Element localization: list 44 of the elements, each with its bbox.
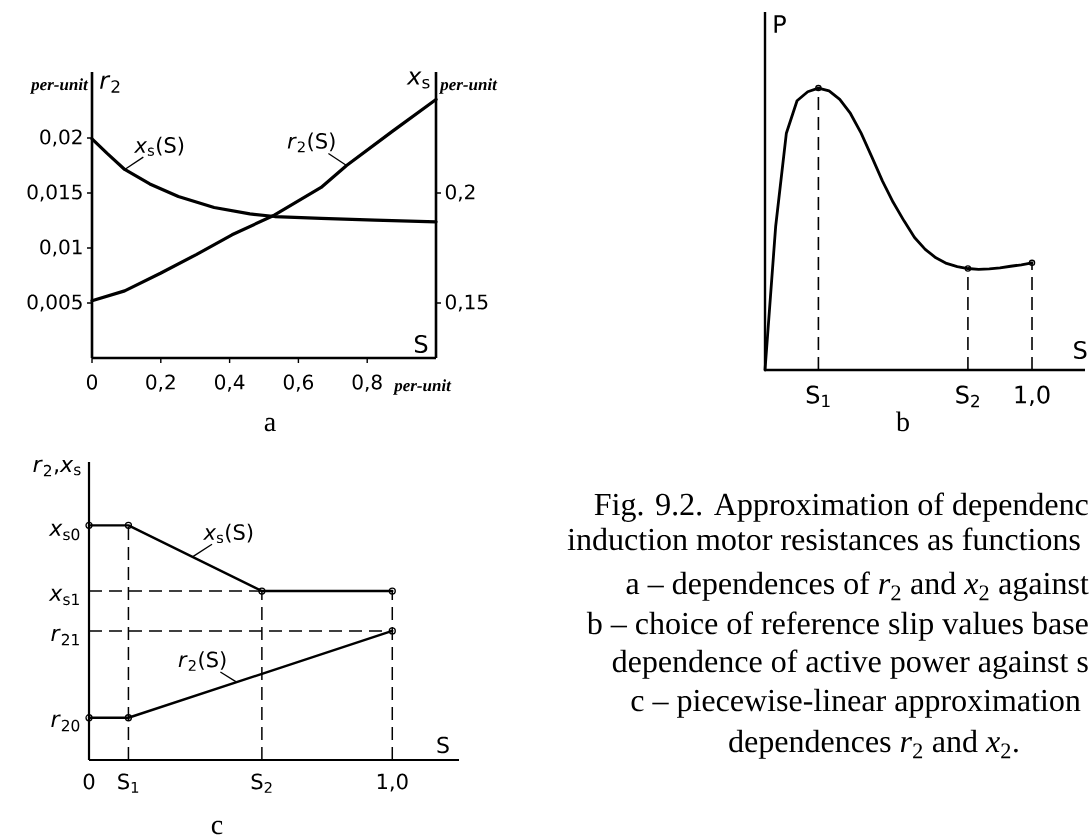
text: induction motor resistances as functions (567, 527, 1080, 551)
x-tick-label: 1,0 (377, 773, 408, 792)
x-tick-label: 0 (83, 773, 95, 790)
x-axis-title: S (414, 334, 428, 354)
x-axis-title: S (1074, 340, 1087, 360)
x-tick-label: 0,8 (352, 374, 382, 392)
x-tick-label: 0,6 (283, 374, 314, 392)
text: x$_{s1}$ (48, 588, 79, 606)
y-axis-title: r$_{2}$,x$_{s}$ (33, 459, 81, 477)
y2-tick-label: 0,15 (445, 294, 488, 312)
text: a – dependences of r$_{2}$ and x$_{2}$ against (626, 571, 1089, 601)
y-axis-title: r$_{2}$ (100, 75, 120, 93)
x-tick-label: S$_{1}$ (806, 385, 830, 408)
y-axis-title: P (774, 15, 786, 33)
x-tick-label: 0 (86, 374, 98, 390)
text: dependences r$_{2}$ and x$_{2}$. (729, 729, 1018, 759)
x-tick-label: 0,4 (215, 374, 245, 392)
y-tick-label: 0,02 (40, 129, 82, 147)
y-tick-label: 0,005 (27, 294, 82, 312)
text: per-unit (29, 78, 89, 94)
text: x$_{s0}$ (48, 523, 80, 541)
y2-tick-label: 0,2 (445, 184, 475, 202)
y-tick-label: 0,015 (27, 184, 82, 202)
series-label: r$_{2}$(S) (287, 132, 335, 153)
text: dependence of active power against s (612, 649, 1088, 679)
caption: Fig. 9.2. Approximation of dependenc (594, 492, 1088, 522)
series-label: x$_{s}$(S) (133, 136, 184, 156)
x-tick-label: S$_{2}$ (956, 385, 979, 408)
series-label: x$_{s}$(S) (202, 523, 253, 544)
y-tick-label: 0,01 (40, 239, 82, 257)
text: r$_{20}$ (51, 714, 80, 732)
x-axis-title: S (437, 736, 449, 754)
y2-axis-title: x$_{s}$ (406, 71, 430, 89)
text: per-unit (439, 78, 498, 94)
text: a (264, 417, 276, 432)
text: per-unit (393, 379, 452, 395)
series-label: r$_{2}$(S) (178, 651, 226, 671)
text: b – choice of reference slip values base (586, 611, 1088, 641)
text: r$_{21}$ (51, 628, 79, 646)
x-tick-label: 0,2 (146, 374, 175, 392)
text: b (896, 411, 909, 432)
x-tick-label: 1,0 (1015, 385, 1050, 407)
text: c – piecewise-linear approximation (631, 688, 1081, 718)
text: c (211, 820, 223, 835)
